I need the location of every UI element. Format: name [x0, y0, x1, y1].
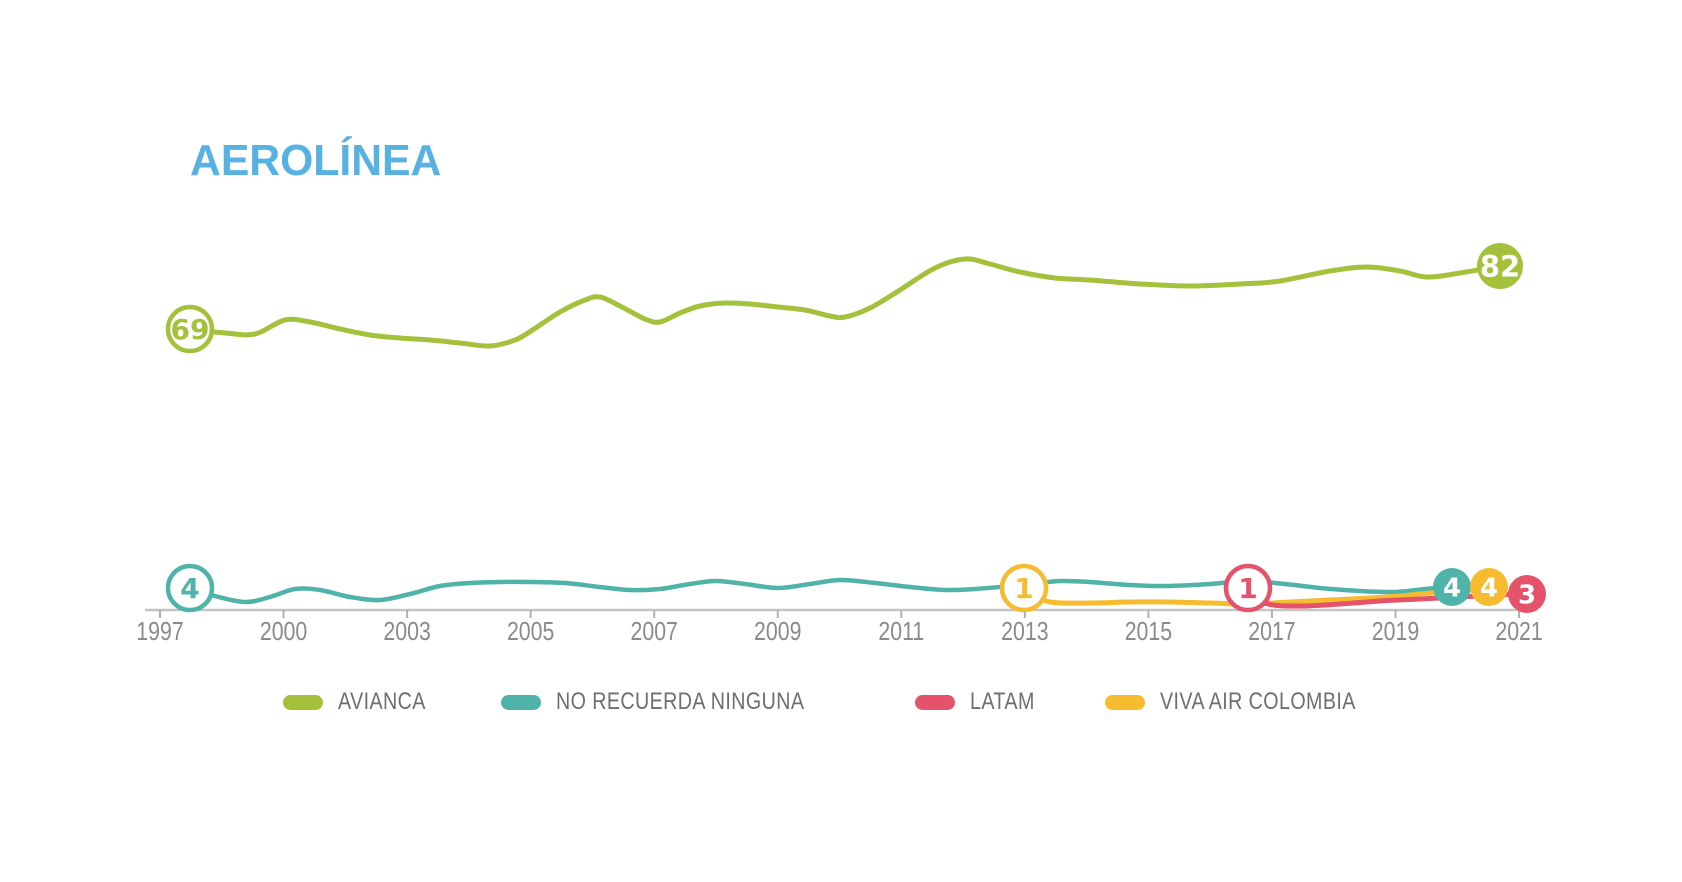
marker-viva-air-colombia-end: 4 [1470, 568, 1508, 606]
marker-avianca-start: 69 [165, 304, 215, 354]
marker-value-label: 82 [1480, 249, 1520, 283]
marker-value-label: 1 [1014, 572, 1033, 605]
x-tick-label: 1997 [136, 617, 183, 647]
x-tick-label: 2009 [754, 617, 801, 647]
marker-value-label: 69 [171, 313, 210, 346]
x-tick-label: 2003 [383, 617, 430, 647]
marker-circle [165, 304, 215, 354]
legend-label-no-recuerda-ninguna: NO RECUERDA NINGUNA [556, 688, 805, 715]
chart-title: AEROLÍNEA [190, 136, 442, 185]
x-axis: 1997 2000 2003 2005 2007 2009 2011 2013 2015 2017… [136, 608, 1543, 647]
legend-swatch-avianca [283, 694, 324, 710]
chart-legend: AVIANCA NO RECUERDA NINGUNA LATAM VIVA AIR … [0, 688, 1682, 716]
marker-latam-start: 1 [1223, 563, 1273, 613]
chart-svg: 1997 2000 2003 2005 2007 2009 2011 2013 2015 2017… [136, 243, 1546, 647]
x-tick-label: 2015 [1125, 617, 1172, 647]
marker-circle [1508, 575, 1546, 613]
marker-value-label: 4 [1443, 573, 1461, 603]
x-tick-label: 2013 [1001, 617, 1048, 647]
marker-latam-end: 3 [1508, 575, 1546, 613]
legend-swatch-no-recuerda-ninguna [501, 694, 542, 710]
x-tick-label: 2021 [1495, 617, 1542, 647]
legend-label-latam: LATAM [970, 688, 1035, 715]
marker-avianca-end: 82 [1477, 243, 1523, 289]
marker-value-label: 4 [180, 572, 199, 605]
marker-circle [1223, 563, 1273, 613]
marker-circle [999, 563, 1049, 613]
legend-item-viva-air-colombia: VIVA AIR COLOMBIA [1105, 688, 1399, 716]
legend-item-no-recuerda-ninguna: NO RECUERDA NINGUNA [501, 688, 859, 716]
x-tick-label: 2000 [260, 617, 307, 647]
x-tick-label: 2019 [1372, 617, 1419, 647]
marker-circle [1470, 568, 1508, 606]
series-line-avianca [187, 256, 1503, 349]
marker-value-label: 3 [1518, 580, 1536, 610]
legend-label-viva-air-colombia: VIVA AIR COLOMBIA [1160, 688, 1356, 715]
marker-value-label: 1 [1238, 572, 1257, 605]
legend-swatch-latam [915, 694, 956, 710]
x-tick-label: 2005 [507, 617, 554, 647]
x-tick-label: 2017 [1248, 617, 1295, 647]
legend-item-avianca: AVIANCA [283, 688, 445, 716]
legend-swatch-viva-air-colombia [1105, 694, 1146, 710]
series-line-no-recuerda-ninguna [187, 577, 1455, 605]
legend-item-latam: LATAM [915, 688, 1049, 716]
marker-circle [165, 563, 215, 613]
marker-circle [1433, 568, 1471, 606]
x-tick-label: 2011 [878, 617, 924, 647]
marker-no-recuerda-ninguna-end: 4 [1433, 568, 1471, 606]
x-tick-label: 2007 [630, 617, 677, 647]
marker-value-label: 4 [1480, 573, 1498, 603]
marker-viva-air-colombia-start: 1 [999, 563, 1049, 613]
marker-circle [1477, 243, 1523, 289]
legend-label-avianca: AVIANCA [338, 688, 426, 715]
marker-no-recuerda-ninguna-start: 4 [165, 563, 215, 613]
